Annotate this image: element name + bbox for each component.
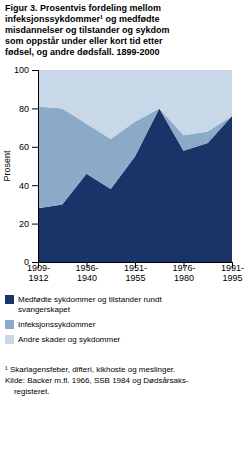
text-line: 1995: [222, 273, 242, 283]
tick-mark: [32, 147, 38, 148]
legend-swatch: [5, 295, 14, 304]
text-line: Medfødte sykdommer og tilstander rundt: [18, 295, 162, 304]
tick-label: 1951-1955: [124, 263, 147, 283]
text-line: svangerskapet: [18, 305, 71, 314]
text-line: 1936-: [75, 263, 98, 273]
text-line: 1912: [28, 273, 48, 283]
text-line: 1940: [77, 273, 97, 283]
text-line: som oppstår under eller kort tid etter: [5, 36, 163, 46]
text-line: registeret.: [5, 387, 49, 396]
tick: 1951-1955: [124, 262, 147, 283]
tick-label: 60: [19, 142, 29, 152]
tick-label: 1909-1912: [27, 263, 50, 283]
tick-label: 20: [19, 219, 29, 229]
legend-swatch: [5, 335, 14, 344]
tick: 1909-1912: [27, 262, 50, 283]
text-line: Infeksjonssykdommer: [18, 320, 96, 329]
y-axis-title: Prosent: [2, 150, 12, 182]
tick: 60: [19, 142, 38, 152]
legend-entry: Infeksjonssykdommer: [18, 320, 96, 329]
tick: 1936-1940: [75, 262, 98, 283]
tick-label: 1991-1995: [221, 263, 244, 283]
text-line: 1951-: [124, 263, 147, 273]
text-line: 1976-: [172, 263, 195, 273]
tick: 100: [14, 65, 38, 75]
tick-mark: [32, 108, 38, 109]
text-line: Andre skader og sykdommer: [18, 335, 121, 344]
text-line: Figur 3. Prosentvis fordeling mellom: [5, 3, 161, 13]
axis-line: [32, 71, 39, 263]
chart: Figur 3. Prosentvis fordeling mellominfe…: [0, 0, 246, 451]
tick-label: 1976-1980: [172, 263, 195, 283]
text-line: 1991-: [221, 263, 244, 273]
tick: 1976-1980: [172, 262, 195, 283]
legend-swatch: [5, 320, 14, 329]
tick: 80: [19, 104, 38, 114]
area: [38, 70, 232, 139]
tick-mark: [32, 185, 38, 186]
plot-area: [38, 70, 232, 262]
tick: 1991-1995: [221, 262, 244, 283]
legend: Medfødte sykdommer og tilstander rundtsv…: [5, 295, 162, 344]
tick-mark: [32, 224, 38, 225]
legend-entry: Medfødte sykdommer og tilstander rundtsv…: [18, 295, 162, 314]
text-line: ¹ Skarlagensfeber, difteri, kikhoste og …: [5, 365, 175, 374]
text-line: Kilde: Backer m.fl. 1966, SSB 1984 og Dø…: [5, 376, 189, 385]
x-axis: 1909-1912 1936-1940 1951-1955 1976-1980 1991…: [27, 262, 244, 283]
text-line: 1955: [125, 273, 145, 283]
footnote: ¹ Skarlagensfeber, difteri, kikhoste og …: [5, 365, 189, 396]
tick-label: 1936-1940: [75, 263, 98, 283]
tick-label: 80: [19, 104, 29, 114]
tick-label: 40: [19, 181, 29, 191]
tick-label: 100: [14, 65, 29, 75]
text-line: infeksjonssykdommer¹ og medfødte: [5, 14, 160, 24]
tick: 40: [19, 181, 38, 191]
text-line: 1909-: [27, 263, 50, 273]
tick: 20: [19, 219, 38, 229]
legend-entry: Andre skader og sykdommer: [18, 335, 121, 344]
text-line: fødsel, og andre dødsfall. 1899-2000: [5, 47, 160, 57]
title: Figur 3. Prosentvis fordeling mellominfe…: [5, 3, 170, 57]
text-line: misdannelser og tilstander og sykdom: [5, 25, 170, 35]
text-line: 1980: [174, 273, 194, 283]
tick-mark: [32, 70, 38, 71]
y-axis: 020406080100: [14, 65, 39, 267]
